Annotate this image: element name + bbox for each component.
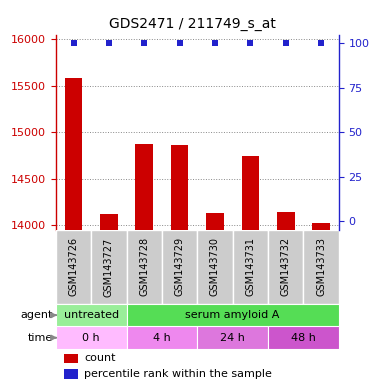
Bar	[136, 144, 153, 230]
Text: agent: agent	[21, 310, 53, 320]
Point	[70, 40, 77, 46]
Point	[177, 40, 183, 46]
Text: untreated: untreated	[64, 310, 119, 320]
Bar	[206, 213, 224, 230]
FancyBboxPatch shape	[268, 230, 303, 304]
Text: serum amyloid A: serum amyloid A	[186, 310, 280, 320]
Text: GDS2471 / 211749_s_at: GDS2471 / 211749_s_at	[109, 17, 276, 31]
FancyBboxPatch shape	[233, 230, 268, 304]
Text: 4 h: 4 h	[153, 333, 171, 343]
FancyBboxPatch shape	[303, 230, 339, 304]
FancyBboxPatch shape	[127, 326, 197, 349]
Text: 24 h: 24 h	[220, 333, 245, 343]
Text: GSM143733: GSM143733	[316, 237, 326, 296]
Bar	[64, 354, 79, 363]
Text: GSM143729: GSM143729	[175, 237, 185, 296]
Point	[283, 40, 289, 46]
Bar	[100, 214, 118, 230]
Point	[141, 40, 147, 46]
Text: GSM143730: GSM143730	[210, 237, 220, 296]
Bar	[312, 223, 330, 230]
FancyBboxPatch shape	[197, 326, 268, 349]
FancyBboxPatch shape	[127, 230, 162, 304]
Text: percentile rank within the sample: percentile rank within the sample	[84, 369, 272, 379]
Text: 48 h: 48 h	[291, 333, 316, 343]
Text: GSM143727: GSM143727	[104, 237, 114, 296]
Text: time: time	[28, 333, 53, 343]
FancyBboxPatch shape	[91, 230, 127, 304]
FancyBboxPatch shape	[197, 230, 233, 304]
Bar	[277, 212, 295, 230]
Point	[106, 40, 112, 46]
FancyBboxPatch shape	[268, 326, 339, 349]
Bar	[171, 145, 189, 230]
FancyBboxPatch shape	[127, 304, 339, 326]
Text: GSM143726: GSM143726	[69, 237, 79, 296]
Point	[318, 40, 324, 46]
Text: GSM143728: GSM143728	[139, 237, 149, 296]
Text: 0 h: 0 h	[82, 333, 100, 343]
Bar	[65, 78, 82, 230]
FancyBboxPatch shape	[56, 230, 91, 304]
Point	[212, 40, 218, 46]
FancyBboxPatch shape	[56, 304, 127, 326]
Text: GSM143731: GSM143731	[245, 237, 255, 296]
Point	[247, 40, 253, 46]
Text: GSM143732: GSM143732	[281, 237, 291, 296]
Bar	[241, 156, 259, 230]
FancyBboxPatch shape	[162, 230, 197, 304]
Bar	[64, 369, 79, 379]
FancyBboxPatch shape	[56, 326, 127, 349]
Text: count: count	[84, 353, 116, 363]
